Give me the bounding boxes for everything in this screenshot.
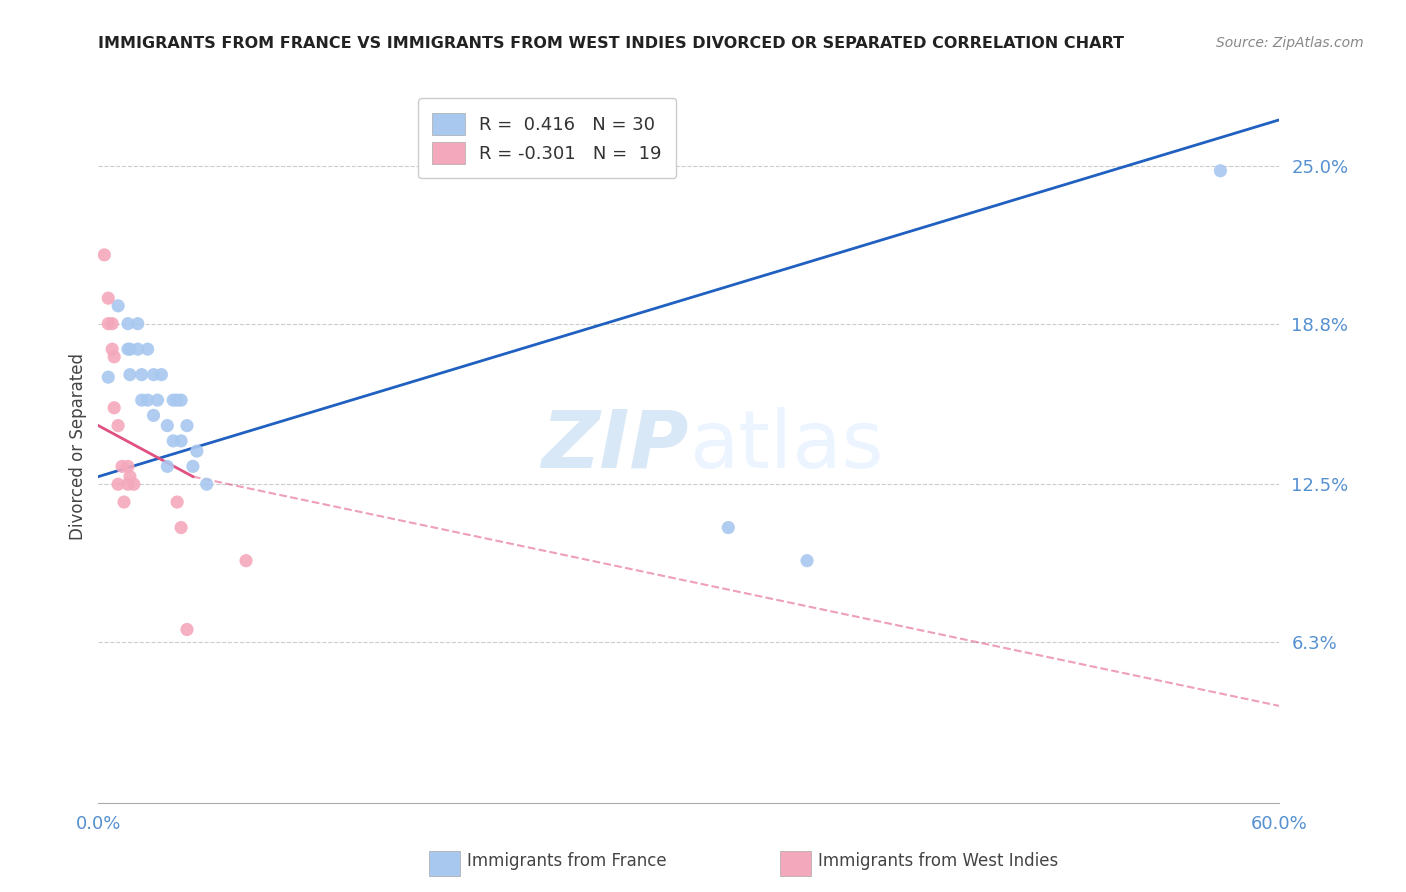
- Point: [1209, 163, 1232, 178]
- Point: [112, 495, 135, 509]
- Point: [107, 477, 129, 491]
- Point: [111, 459, 134, 474]
- Point: [122, 477, 145, 491]
- Point: [118, 469, 141, 483]
- Y-axis label: Divorced or Separated: Divorced or Separated: [69, 352, 87, 540]
- Point: [117, 342, 139, 356]
- Point: [166, 495, 188, 509]
- Point: [166, 393, 188, 408]
- Point: [97, 370, 120, 384]
- Text: Immigrants from West Indies: Immigrants from West Indies: [818, 852, 1059, 870]
- Point: [170, 520, 193, 534]
- Point: [176, 418, 198, 433]
- Text: IMMIGRANTS FROM FRANCE VS IMMIGRANTS FROM WEST INDIES DIVORCED OR SEPARATED CORR: IMMIGRANTS FROM FRANCE VS IMMIGRANTS FRO…: [98, 36, 1125, 51]
- Point: [101, 317, 124, 331]
- Point: [717, 520, 740, 534]
- Point: [127, 317, 149, 331]
- Legend: R =  0.416   N = 30, R = -0.301   N =  19: R = 0.416 N = 30, R = -0.301 N = 19: [418, 98, 676, 178]
- Point: [146, 393, 169, 408]
- Point: [796, 554, 818, 568]
- Point: [127, 342, 149, 356]
- Point: [107, 418, 129, 433]
- Point: [131, 368, 153, 382]
- Point: [156, 459, 179, 474]
- Point: [93, 248, 115, 262]
- Point: [162, 434, 184, 448]
- Point: [97, 317, 120, 331]
- Text: atlas: atlas: [689, 407, 883, 485]
- Point: [118, 368, 141, 382]
- Point: [150, 368, 173, 382]
- Text: Immigrants from France: Immigrants from France: [467, 852, 666, 870]
- Point: [136, 342, 159, 356]
- Point: [117, 317, 139, 331]
- Point: [103, 401, 125, 415]
- Point: [162, 393, 184, 408]
- Point: [170, 393, 193, 408]
- Text: ZIP: ZIP: [541, 407, 689, 485]
- Point: [117, 477, 139, 491]
- Point: [235, 554, 257, 568]
- Point: [136, 393, 159, 408]
- Point: [176, 623, 198, 637]
- Point: [131, 393, 153, 408]
- Point: [156, 418, 179, 433]
- Point: [97, 291, 120, 305]
- Point: [118, 342, 141, 356]
- Point: [107, 299, 129, 313]
- Point: [142, 409, 165, 423]
- Point: [170, 434, 193, 448]
- Point: [103, 350, 125, 364]
- Text: Source: ZipAtlas.com: Source: ZipAtlas.com: [1216, 36, 1364, 50]
- Point: [117, 459, 139, 474]
- Point: [195, 477, 218, 491]
- Point: [181, 459, 204, 474]
- Point: [142, 368, 165, 382]
- Point: [186, 444, 208, 458]
- Point: [101, 342, 124, 356]
